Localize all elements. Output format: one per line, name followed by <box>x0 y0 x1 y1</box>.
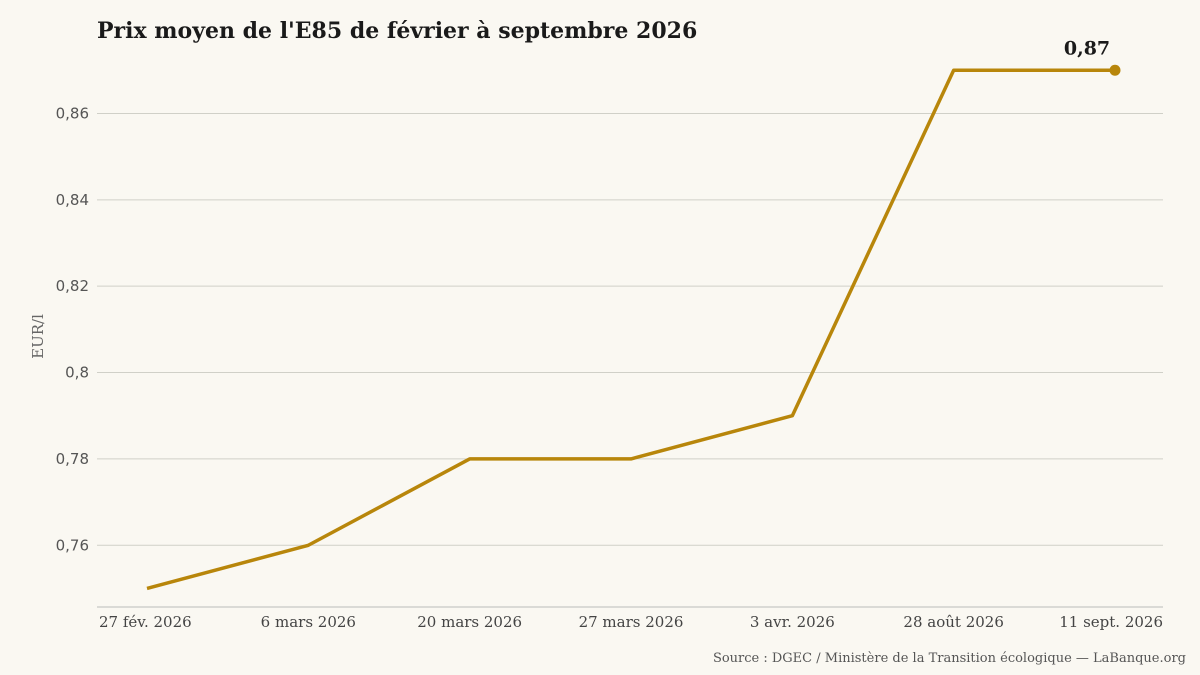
y-tick-label: 0,86 <box>56 104 89 122</box>
source-note: Source : DGEC / Ministère de la Transiti… <box>712 651 1186 666</box>
chart-title: Prix moyen de l'E85 de février à septemb… <box>97 18 698 44</box>
y-tick-label: 0,76 <box>56 536 89 554</box>
y-axis-label: EUR/l <box>29 314 47 359</box>
y-tick-label: 0,82 <box>56 277 89 295</box>
x-tick-label: 20 mars 2026 <box>417 613 522 631</box>
gridlines <box>97 112 1163 546</box>
x-axis-ticks: 27 fév. 2026 6 mars 2026 20 mars 2026 27 ma… <box>99 613 1163 631</box>
y-tick-label: 0,8 <box>65 364 89 382</box>
x-tick-label: 27 mars 2026 <box>579 613 684 631</box>
end-value-label: 0,87 <box>1064 37 1110 59</box>
x-tick-label: 3 avr. 2026 <box>750 613 835 631</box>
y-axis-ticks: 0,76 0,78 0,8 0,82 0,84 0,86 <box>56 104 89 554</box>
y-tick-label: 0,78 <box>56 450 89 468</box>
series-line <box>146 68 1115 591</box>
x-tick-label: 6 mars 2026 <box>261 613 356 631</box>
y-tick-label: 0,84 <box>56 191 89 209</box>
end-point-marker <box>1109 64 1121 76</box>
x-tick-label: 28 août 2026 <box>903 613 1003 631</box>
x-tick-label: 11 sept. 2026 <box>1059 613 1163 631</box>
x-tick-label: 27 fév. 2026 <box>99 613 192 631</box>
